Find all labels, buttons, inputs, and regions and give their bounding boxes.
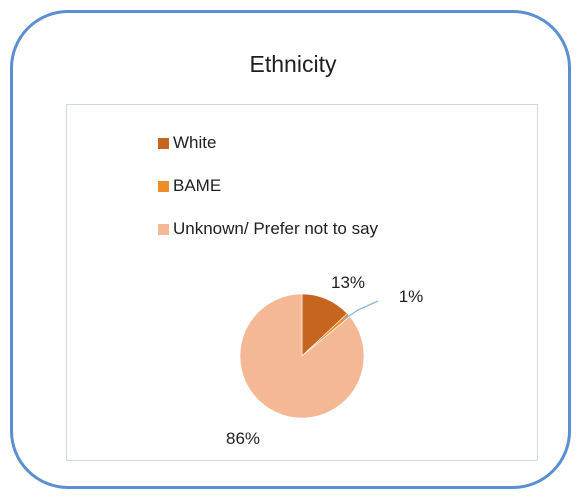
leader-line-bame [342,300,379,321]
legend-label-bame: BAME [173,176,222,195]
legend-item-unknown: Unknown/ Prefer not to say [158,219,378,239]
legend-swatch-bame [158,180,169,192]
legend-swatch-white [158,137,169,149]
legend-label-unknown: Unknown/ Prefer not to say [173,219,379,238]
legend-swatch-unknown [158,223,169,235]
data-label-unknown: 86% [226,429,260,448]
chart-frame [10,10,571,489]
pie-slice-unknown [239,293,365,419]
chart-title: Ethnicity [249,51,337,77]
legend-item-white: White [158,133,216,153]
legend-label-white: White [173,133,217,152]
data-label-bame: 1% [399,287,424,306]
legend-item-bame: BAME [158,176,221,196]
plot-area [66,104,538,461]
data-label-white: 13% [331,273,365,292]
